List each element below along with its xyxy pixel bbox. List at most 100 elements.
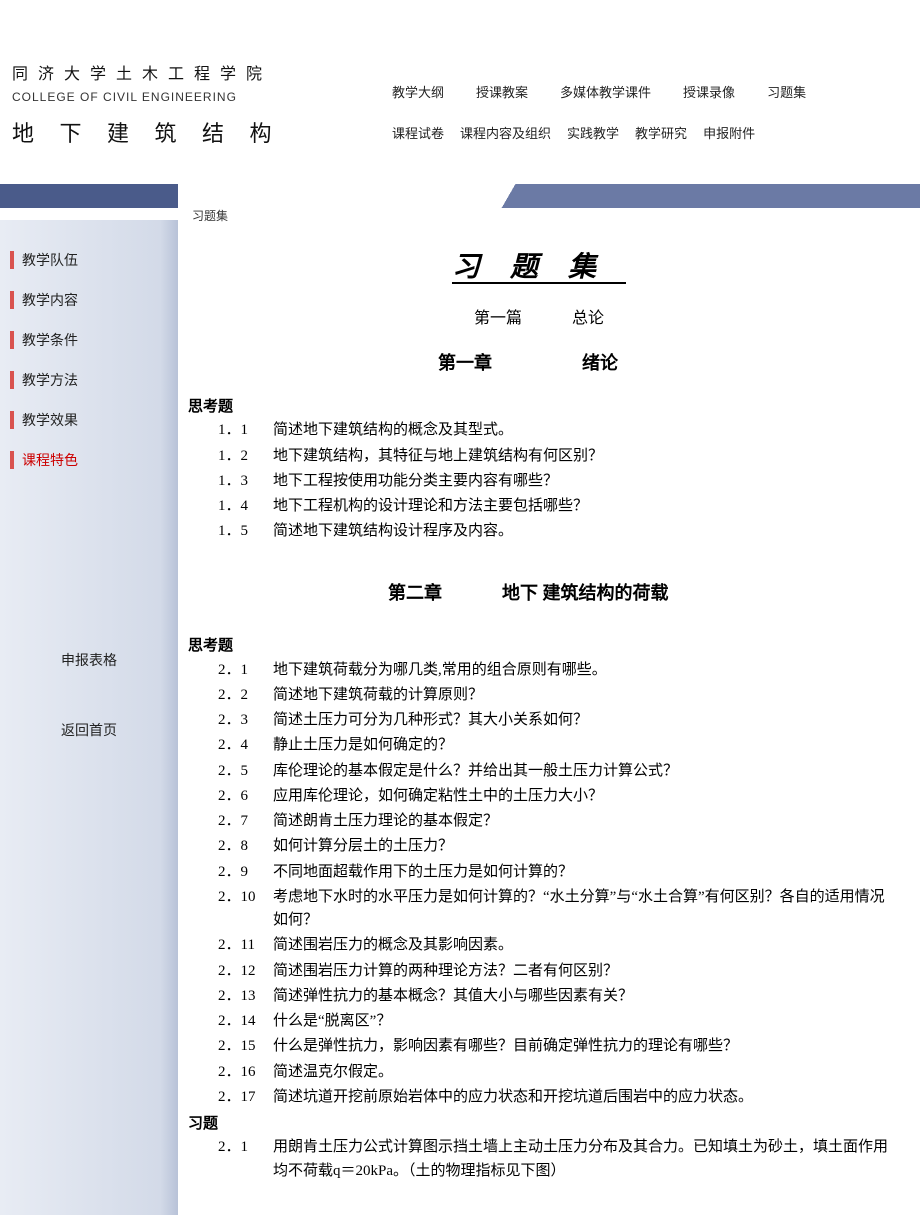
question-number: 2．5 xyxy=(218,760,273,783)
nav-row-1: 教学大纲 授课教案 多媒体教学课件 授课录像 习题集 xyxy=(392,82,920,101)
question-text: 简述地下建筑结构的概念及其型式。 xyxy=(273,419,890,442)
chapter2-name: 地下 建筑结构的荷载 xyxy=(502,583,669,603)
question-text: 简述坑道开挖前原始岩体中的应力状态和开挖坑道后围岩中的应力状态。 xyxy=(273,1086,890,1109)
sidebar-item[interactable]: 返回首页 xyxy=(0,710,178,750)
sidebar-marker-icon xyxy=(10,371,14,389)
sidebar-item-label: 返回首页 xyxy=(61,720,117,740)
nav-link[interactable]: 课程内容及组织 xyxy=(460,123,551,142)
question-number: 1．3 xyxy=(218,470,273,493)
question-row: 1．5简述地下建筑结构设计程序及内容。 xyxy=(218,520,890,543)
exercise-label: 习题 xyxy=(188,1113,890,1136)
sidebar-item-label: 申报表格 xyxy=(61,650,117,670)
sidebar-item[interactable]: 申报表格 xyxy=(0,640,178,680)
question-text: 地下建筑荷载分为哪几类,常用的组合原则有哪些。 xyxy=(273,659,890,682)
question-number: 2．1 xyxy=(218,659,273,682)
question-text: 地下建筑结构，其特征与地上建筑结构有何区别？ xyxy=(273,445,890,468)
question-row: 1．3 地下工程按使用功能分类主要内容有哪些？ xyxy=(218,470,890,493)
bar-left xyxy=(0,184,178,208)
separator-bar xyxy=(0,184,920,208)
nav-link[interactable]: 申报附件 xyxy=(703,123,755,142)
question-text: 如何计算分层土的土压力？ xyxy=(273,835,890,858)
sidebar-item[interactable]: 教学条件 xyxy=(0,320,178,360)
question-row: 2．12 简述围岩压力计算的两种理论方法？二者有何区别？ xyxy=(218,960,890,983)
sidebar-item-label: 课程特色 xyxy=(22,450,78,470)
sidebar-item-label: 教学条件 xyxy=(22,330,78,350)
sidebar-item[interactable]: 教学方法 xyxy=(0,360,178,400)
question-number: 2．11 xyxy=(218,934,273,957)
question-number: 2．1 xyxy=(218,1136,273,1183)
question-text: 简述弹性抗力的基本概念？其值大小与哪些因素有关？ xyxy=(273,985,890,1008)
main-title: 习题集 xyxy=(188,246,890,289)
question-text: 简述地下建筑结构设计程序及内容。 xyxy=(273,520,890,543)
question-text: 简述围岩压力计算的两种理论方法？二者有何区别？ xyxy=(273,960,890,983)
thinking-label: 思考题 xyxy=(188,396,890,419)
question-row: 2．16 简述温克尔假定。 xyxy=(218,1061,890,1084)
question-row: 2．13 简述弹性抗力的基本概念？其值大小与哪些因素有关？ xyxy=(218,985,890,1008)
chapter1-label: 第一章 xyxy=(438,353,492,373)
sidebar-item[interactable]: 教学效果 xyxy=(0,400,178,440)
question-row: 2．8 如何计算分层土的土压力？ xyxy=(218,835,890,858)
sidebar-marker-icon xyxy=(10,451,14,469)
question-row: 2．5库伦理论的基本假定是什么？并给出其一般土压力计算公式？ xyxy=(218,760,890,783)
nav-link[interactable]: 授课录像 xyxy=(683,82,735,101)
question-row: 2．4 静止土压力是如何确定的？ xyxy=(218,734,890,757)
question-text: 什么是“脱离区”？ xyxy=(273,1010,890,1033)
question-text: 静止土压力是如何确定的？ xyxy=(273,734,890,757)
sidebar-item-label: 教学效果 xyxy=(22,410,78,430)
question-number: 2．7 xyxy=(218,810,273,833)
bar-right xyxy=(480,184,920,208)
question-text: 地下工程按使用功能分类主要内容有哪些？ xyxy=(273,470,890,493)
question-row: 2．17 简述坑道开挖前原始岩体中的应力状态和开挖坑道后围岩中的应力状态。 xyxy=(218,1086,890,1109)
nav-link[interactable]: 教学研究 xyxy=(635,123,687,142)
question-text: 简述温克尔假定。 xyxy=(273,1061,890,1084)
chapter1-title: 第一章 绪论 xyxy=(188,350,890,378)
sidebar-marker-icon xyxy=(10,411,14,429)
thinking-label-2: 思考题 xyxy=(188,635,890,658)
sidebar-item-label: 教学队伍 xyxy=(22,250,78,270)
nav-row-2: 课程试卷 课程内容及组织 实践教学 教学研究 申报附件 xyxy=(392,123,920,142)
ch2-questions: 2．1地下建筑荷载分为哪几类,常用的组合原则有哪些。2．2 简述地下建筑荷载的计… xyxy=(188,659,890,1110)
question-number: 2．13 xyxy=(218,985,273,1008)
breadcrumb: 习题集 xyxy=(192,207,228,224)
sidebar-item[interactable]: 课程特色 xyxy=(0,440,178,480)
question-number: 2．8 xyxy=(218,835,273,858)
question-number: 1．4 xyxy=(218,495,273,518)
nav-link[interactable]: 实践教学 xyxy=(567,123,619,142)
sidebar-item-label: 教学方法 xyxy=(22,370,78,390)
question-row: 1．4 地下工程机构的设计理论和方法主要包括哪些？ xyxy=(218,495,890,518)
chapter1-name: 绪论 xyxy=(582,353,618,373)
sidebar-marker-icon xyxy=(10,251,14,269)
question-row: 2．3简述土压力可分为几种形式？其大小关系如何？ xyxy=(218,709,890,732)
question-text: 简述土压力可分为几种形式？其大小关系如何？ xyxy=(273,709,890,732)
chapter2-label: 第二章 xyxy=(388,583,442,603)
ch1-questions: 1．1简述地下建筑结构的概念及其型式。 1．2 地下建筑结构，其特征与地上建筑结构… xyxy=(188,419,890,543)
sidebar-marker-icon xyxy=(10,291,14,309)
question-text: 简述地下建筑荷载的计算原则？ xyxy=(273,684,890,707)
question-number: 1．5 xyxy=(218,520,273,543)
part-label: 第一篇 xyxy=(474,310,522,327)
top-nav: 教学大纲 授课教案 多媒体教学课件 授课录像 习题集 课程试卷 课程内容及组织 … xyxy=(292,60,920,164)
part-name: 总论 xyxy=(572,310,604,327)
question-number: 1．1 xyxy=(218,419,273,442)
question-number: 2．16 xyxy=(218,1061,273,1084)
nav-link[interactable]: 授课教案 xyxy=(476,82,528,101)
nav-link[interactable]: 教学大纲 xyxy=(392,82,444,101)
nav-link[interactable]: 习题集 xyxy=(767,82,806,101)
content: 习题集 第一篇总论 第一章绪论 思考题 1．1简述地下建筑结构的概念及其型式。1… xyxy=(178,220,920,1215)
nav-link[interactable]: 课程试卷 xyxy=(392,123,444,142)
sidebar-item[interactable]: 教学内容 xyxy=(0,280,178,320)
question-text: 应用库伦理论，如何确定粘性土中的土压力大小？ xyxy=(273,785,890,808)
question-text: 什么是弹性抗力，影响因素有哪些？目前确定弹性抗力的理论有哪些？ xyxy=(273,1035,890,1058)
question-number: 2．14 xyxy=(218,1010,273,1033)
question-number: 2．12 xyxy=(218,960,273,983)
question-row: 1．2 地下建筑结构，其特征与地上建筑结构有何区别？ xyxy=(218,445,890,468)
question-row: 2．2 简述地下建筑荷载的计算原则？ xyxy=(218,684,890,707)
question-text: 地下工程机构的设计理论和方法主要包括哪些？ xyxy=(273,495,890,518)
college-name-en: COLLEGE OF CIVIL ENGINEERING xyxy=(12,90,292,104)
question-row: 1．1简述地下建筑结构的概念及其型式。 xyxy=(218,419,890,442)
question-row: 2．1用朗肯土压力公式计算图示挡土墙上主动土压力分布及其合力。已知填土为砂土，填… xyxy=(218,1136,890,1183)
nav-link[interactable]: 多媒体教学课件 xyxy=(560,82,651,101)
sidebar-item[interactable]: 教学队伍 xyxy=(0,240,178,280)
question-row: 2．11 简述围岩压力的概念及其影响因素。 xyxy=(218,934,890,957)
question-text: 简述朗肯土压力理论的基本假定？ xyxy=(273,810,890,833)
